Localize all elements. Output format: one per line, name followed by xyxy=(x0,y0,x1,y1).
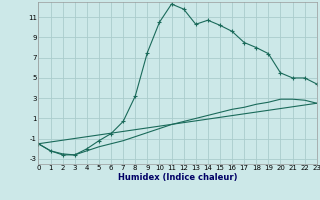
X-axis label: Humidex (Indice chaleur): Humidex (Indice chaleur) xyxy=(118,173,237,182)
